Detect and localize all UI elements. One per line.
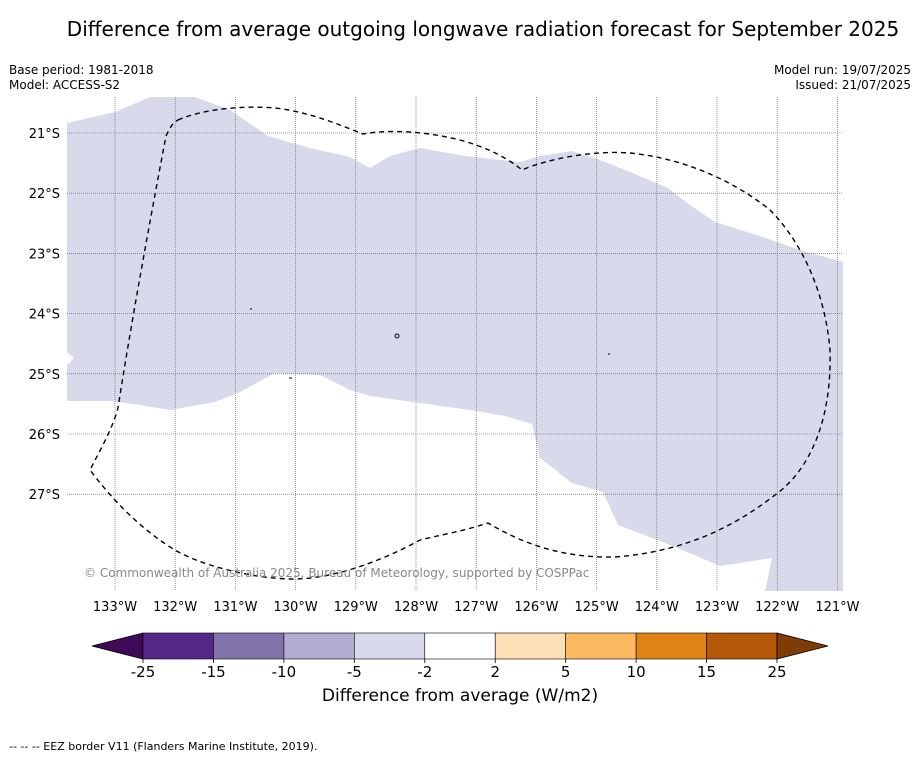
meta-right: Model run: 19/07/2025 Issued: 21/07/2025 bbox=[774, 63, 911, 93]
colorbar-segment bbox=[142, 632, 214, 660]
eez-border bbox=[89, 106, 831, 580]
colorbar-tick-label: 10 bbox=[627, 663, 646, 681]
colorbar-tick-label: -15 bbox=[201, 663, 226, 681]
longitude-label: 129°W bbox=[334, 600, 378, 615]
model-name: Model: ACCESS-S2 bbox=[9, 78, 121, 92]
longitude-label: 132°W bbox=[153, 600, 197, 615]
latitude-labels: 21°S 22°S 23°S 24°S 25°S 26°S 27°S bbox=[29, 127, 60, 503]
colorbar-tick-label: -10 bbox=[272, 663, 297, 681]
colorbar-extend-low bbox=[91, 632, 144, 660]
colorbar-extend-high bbox=[776, 632, 829, 660]
colorbar-segment bbox=[494, 632, 566, 660]
map-title: Difference from average outgoing longwav… bbox=[66, 17, 900, 41]
colorbar-title: Difference from average (W/m2) bbox=[321, 686, 599, 706]
colorbar-tick-label: -5 bbox=[347, 663, 362, 681]
meta-left: Base period: 1981-2018 Model: ACCESS-S2 bbox=[9, 63, 154, 93]
model-run: Model run: 19/07/2025 bbox=[773, 63, 911, 77]
colorbar-tick-label: 2 bbox=[490, 663, 500, 681]
small-islands bbox=[250, 308, 610, 379]
latitude-label: 25°S bbox=[29, 368, 60, 383]
longitude-label: 125°W bbox=[575, 600, 619, 615]
base-period: Base period: 1981-2018 bbox=[9, 63, 154, 77]
longitude-labels: 133°W 132°W 131°W 130°W 129°W 128°W 127°W 126°W… bbox=[93, 600, 860, 615]
copyright-text: © Commonwealth of Australia 2025, Bureau… bbox=[84, 566, 589, 580]
colorbar-tick-label: 25 bbox=[767, 663, 786, 681]
graticule bbox=[67, 97, 843, 591]
colorbar-tick-label: -2 bbox=[417, 663, 432, 681]
colorbar-tick-label: 15 bbox=[697, 663, 716, 681]
colorbar-segment bbox=[706, 632, 778, 660]
colorbar-tick-label: -25 bbox=[131, 663, 156, 681]
longitude-label: 121°W bbox=[815, 600, 859, 615]
latitude-label: 26°S bbox=[29, 428, 60, 443]
colorbar-segment bbox=[635, 632, 707, 660]
colorbar: -25 -15 -10 -5 -2 2 5 10 15 25 bbox=[91, 632, 829, 681]
latitude-label: 24°S bbox=[29, 308, 60, 323]
shaded-region bbox=[67, 97, 843, 591]
longitude-label: 128°W bbox=[394, 600, 438, 615]
colorbar-segment bbox=[424, 632, 496, 660]
colorbar-segment bbox=[283, 632, 355, 660]
longitude-label: 122°W bbox=[755, 600, 799, 615]
longitude-label: 124°W bbox=[635, 600, 679, 615]
colorbar-segment bbox=[565, 632, 637, 660]
colorbar-segment bbox=[213, 632, 285, 660]
colorbar-tick-label: 5 bbox=[561, 663, 571, 681]
longitude-label: 133°W bbox=[93, 600, 137, 615]
longitude-label: 126°W bbox=[514, 600, 558, 615]
latitude-label: 23°S bbox=[29, 247, 60, 262]
longitude-label: 131°W bbox=[213, 600, 257, 615]
colorbar-segment bbox=[354, 632, 426, 660]
longitude-label: 127°W bbox=[454, 600, 498, 615]
longitude-label: 123°W bbox=[695, 600, 739, 615]
issued-date: Issued: 21/07/2025 bbox=[795, 78, 911, 92]
latitude-label: 22°S bbox=[29, 187, 60, 202]
longitude-label: 130°W bbox=[274, 600, 318, 615]
footnote-eez: -- -- -- EEZ border V11 (Flanders Marine… bbox=[9, 740, 318, 753]
latitude-label: 21°S bbox=[29, 127, 60, 142]
latitude-label: 27°S bbox=[29, 488, 60, 503]
